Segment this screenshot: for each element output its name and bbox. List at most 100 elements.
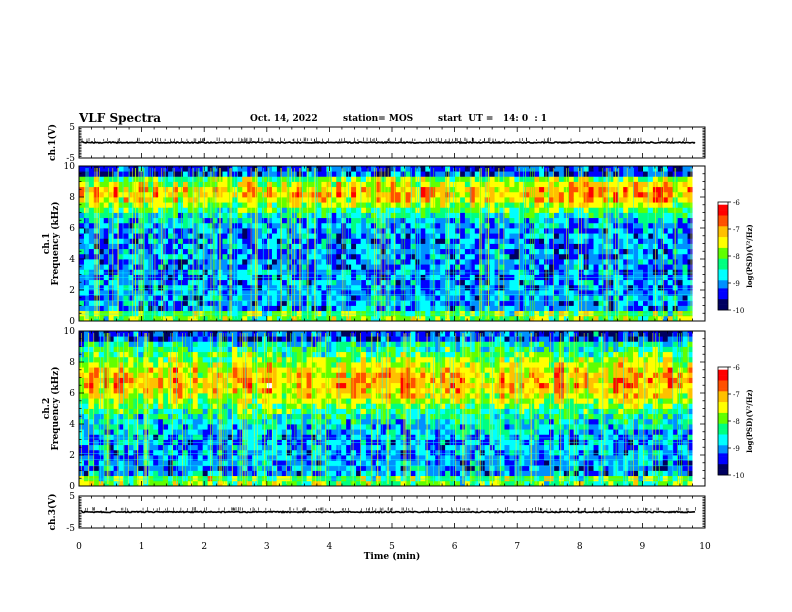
spectrogram-cell [558,233,565,239]
spectrogram-cell [83,248,90,255]
spectrogram-cell [529,305,535,312]
spectrogram-cell [558,166,565,172]
spectrogram-cell [286,269,293,275]
spectrogram-cell [628,264,634,270]
spectrogram-cell [494,212,500,219]
spectrogram-cell [306,171,312,177]
spectrogram-cell [623,310,629,317]
spectrogram-cell [657,295,664,301]
spectrogram-cell [361,207,367,213]
spectrogram-cell [133,202,139,208]
spectrogram-cell [519,300,525,306]
spectrogram-cell [410,300,416,306]
spectrogram-cell [232,238,238,244]
spectrogram-cell [420,222,426,229]
spectrogram-cell [514,279,520,286]
spectrogram-cell [598,243,604,250]
spectrogram-cell [336,269,342,275]
spectrogram-cell [138,346,144,353]
spectrogram-cell [118,171,124,177]
spectrogram-cell [153,191,159,198]
spectrogram-cell [207,197,213,203]
spectrogram-cell [455,269,461,275]
spectrogram-cell [207,228,213,234]
spectrogram-cell [262,166,268,172]
spectrogram-cell [153,356,159,363]
spectrogram-cell [118,341,124,347]
spectrogram-cell [153,418,159,425]
spectrogram-cell [405,248,411,255]
spectrogram-cell [628,233,634,239]
colorbar-step [718,204,728,208]
spectrogram-cell [267,197,273,203]
spectrogram-cell [98,351,105,358]
spectrogram-cell [168,274,174,281]
spectrogram-cell [400,243,406,250]
spectrogram-cell [667,197,674,203]
spectrogram-cell [222,228,228,234]
spectrogram-cell [469,222,476,229]
spectrogram-cell [509,176,515,182]
spectrogram-cell [420,253,426,260]
spectrogram-cell [123,300,129,306]
spectrogram-cell [361,253,367,260]
spectrogram-cell [123,186,129,193]
spectrogram-cell [331,264,337,270]
spectrogram-cell [321,290,327,296]
spectrogram-cell [662,253,669,260]
spectrogram-cell [173,315,179,322]
spectrogram-cell [395,191,401,198]
spectrogram-cell [662,248,669,255]
spectrogram-cell [351,295,357,301]
spectrogram-cell [672,259,679,265]
spectrogram-cell [177,377,184,384]
spectrogram-cell [677,181,683,188]
spectrogram-cell [98,186,105,193]
spectrogram-cell [267,228,273,234]
spectrogram-cell [79,315,85,322]
spectrogram-cell [628,171,634,177]
spectrogram-cell [647,295,654,301]
spectrogram-cell [113,362,119,368]
spectrogram-cell [489,295,495,301]
spectrogram-cell [252,243,258,250]
spectrogram-cell [558,228,565,234]
spectrogram-cell [267,295,273,301]
spectrogram-cell [143,290,149,296]
spectrogram-cell [192,186,199,193]
spectrogram-cell [202,176,209,182]
spectrogram-cell [583,310,589,317]
spectrogram-cell [177,228,184,234]
spectrogram-cell [103,465,110,471]
spectrogram-cell [588,310,594,317]
spectrogram-cell [163,284,169,291]
spectrogram-cell [504,181,510,188]
spectrogram-cell [494,217,500,224]
spectrogram-cell [177,300,184,306]
spectrogram-cell [306,284,312,291]
spectrogram-cell [499,222,505,229]
spectrogram-cell [128,444,134,451]
spectrogram-cell [316,212,322,219]
spectrogram-cell [657,290,664,296]
spectrogram-cell [400,284,406,291]
spectrogram-cell [573,217,580,224]
spectrogram-cell [573,171,580,177]
spectrogram-cell [103,470,110,477]
spectrogram-cell [464,253,471,260]
spectrogram-cell [252,207,258,213]
spectrogram-cell [479,202,486,208]
spectrogram-cell [202,449,209,456]
spectrogram-cell [455,284,461,291]
spectrogram-cell [608,228,614,234]
spectrogram-cell [529,186,535,193]
spectrogram-cell [247,243,253,250]
spectrogram-cell [504,264,510,270]
spectrogram-cell [662,207,669,213]
spectrogram-cell [544,248,550,255]
spectrogram-cell [177,367,184,373]
spectrogram-cell [365,217,372,224]
spectrogram-cell [479,197,486,203]
spectrogram-cell [148,460,154,466]
spectrogram-cell [647,228,654,234]
